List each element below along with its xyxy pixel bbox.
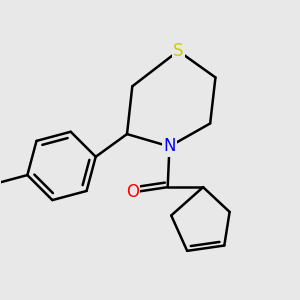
Text: S: S — [173, 42, 184, 60]
Text: O: O — [126, 184, 139, 202]
Text: N: N — [163, 137, 176, 155]
